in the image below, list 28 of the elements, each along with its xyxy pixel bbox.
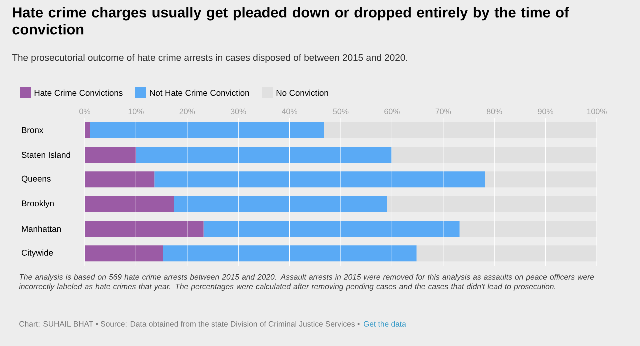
y-tick-label: Citywide (22, 250, 54, 258)
legend-label: No Conviction (276, 90, 328, 96)
bar (154, 172, 486, 188)
y-tick-label: Manhattan (22, 226, 61, 232)
legend-label: Not Hate Crime Conviction (150, 90, 250, 96)
legend-label: Hate Crime Convictions (34, 90, 123, 96)
bar (85, 172, 155, 188)
y-tick-label: Brooklyn (22, 200, 54, 208)
y-tick-label: Queens (22, 176, 51, 184)
bar (163, 246, 417, 262)
bar (85, 246, 164, 262)
bar (174, 196, 388, 212)
bar (85, 196, 174, 212)
bar (460, 221, 598, 238)
chart-title: Hate crime charges usually get pleaded down or dropped entirely by the time of conviction (12, 7, 570, 35)
bar (485, 172, 598, 188)
bar (85, 221, 204, 238)
y-tick-label: Bronx (22, 127, 44, 134)
bar (85, 147, 136, 164)
bar (392, 147, 598, 164)
chart-subtitle: The prosecutorial outcome of hate crime arrests in cases disposed of between 2015 and 2020. (12, 54, 408, 64)
y-tick-label: Staten Island (22, 152, 70, 158)
bar (136, 147, 392, 164)
bar (324, 122, 598, 138)
bar (90, 122, 324, 138)
bar (387, 196, 598, 212)
bar (416, 246, 598, 262)
bar (204, 221, 460, 238)
